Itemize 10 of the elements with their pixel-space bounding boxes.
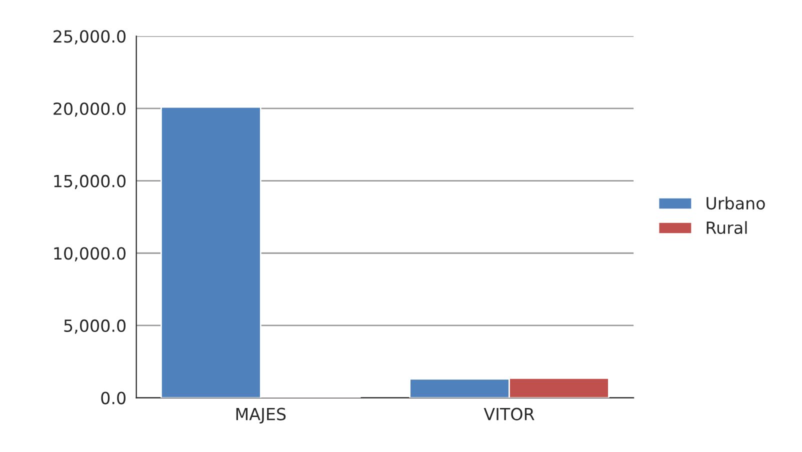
x-tick-label: MAJES bbox=[236, 408, 286, 424]
y-tick-label: 10,000.0 bbox=[54, 247, 126, 262]
y-tick-label: 5,000.0 bbox=[64, 319, 126, 334]
y-tick-label: 0.0 bbox=[101, 392, 126, 404]
x-tick-label: VITOR bbox=[484, 408, 534, 420]
y-tick-label: 15,000.0 bbox=[54, 174, 126, 190]
y-tick-label: 20,000.0 bbox=[54, 102, 126, 117]
legend-label: Rural bbox=[706, 221, 747, 234]
legend-label: Urbano bbox=[706, 196, 765, 210]
y-tick-label: 25,000.0 bbox=[54, 30, 126, 44]
